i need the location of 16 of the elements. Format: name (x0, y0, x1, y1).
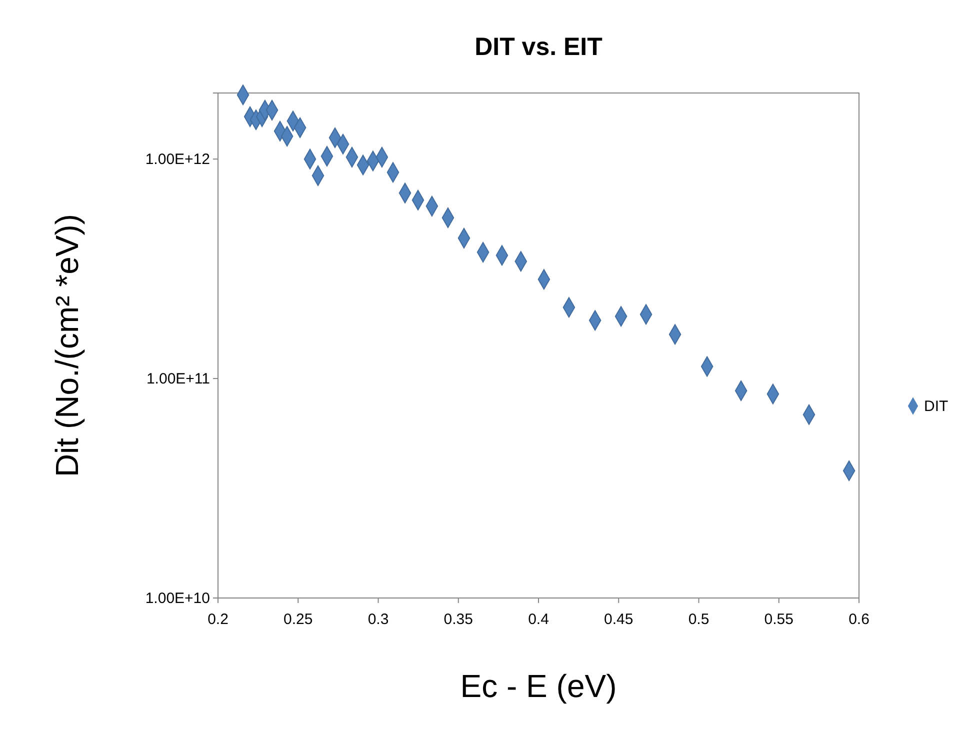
x-tick-label: 0.2 (208, 611, 228, 628)
x-tick-label: 0.5 (688, 611, 710, 628)
x-tick-label: 0.35 (444, 611, 473, 628)
x-axis-title: Ec - E (eV) (460, 668, 617, 704)
y-tick-label: 1.00E+10 (145, 590, 210, 607)
x-tick-label: 0.45 (604, 611, 634, 628)
x-tick-label: 0.4 (528, 611, 549, 628)
x-tick-label: 0.25 (284, 611, 313, 628)
y-tick-label: 1.00E+12 (145, 150, 210, 168)
x-tick-label: 0.55 (764, 611, 794, 628)
chart-title: DIT vs. EIT (474, 33, 602, 61)
x-tick-label: 0.6 (848, 611, 870, 628)
y-axis-title: Dit (No./(cm² *eV)) (49, 214, 85, 478)
x-tick-label: 0.3 (368, 611, 389, 628)
legend-label: DIT (924, 398, 948, 415)
y-tick-label: 1.00E+11 (146, 370, 210, 388)
